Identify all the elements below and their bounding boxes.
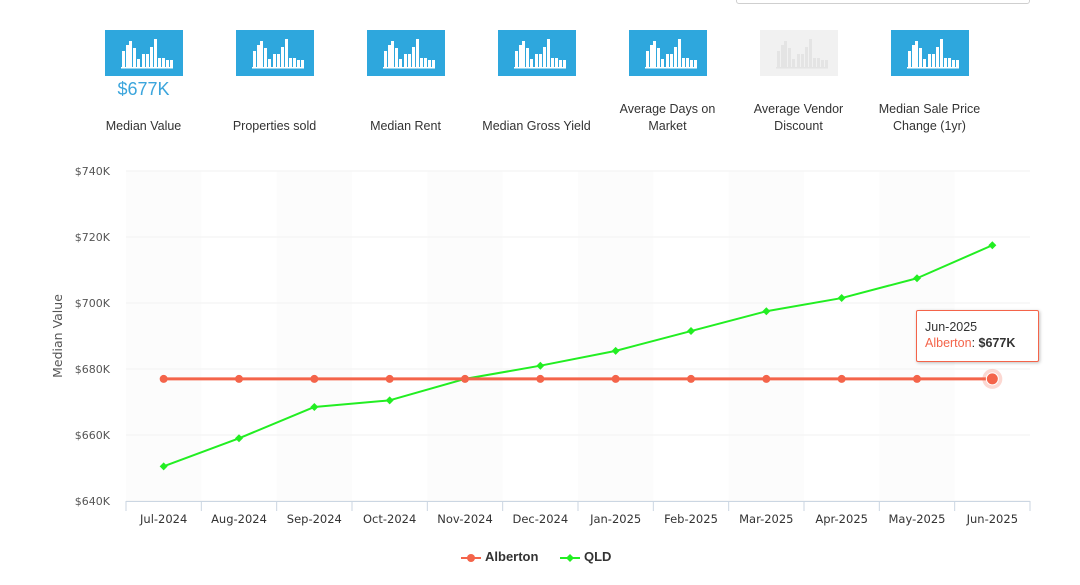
metric-value: $677K [117, 79, 170, 99]
x-tick-label: May-2025 [889, 512, 946, 526]
bar-chart-icon [236, 30, 314, 76]
metric-median-rent[interactable]: Median Rent [340, 30, 471, 140]
data-point-alberton[interactable] [837, 374, 846, 383]
data-point-qld[interactable] [762, 307, 771, 316]
tooltip-value: $677K [978, 336, 1016, 350]
x-tick-label: Jul-2024 [139, 512, 187, 526]
bar-chart-icon [760, 30, 838, 76]
bar-chart-icon [105, 30, 183, 76]
plot-band [276, 171, 352, 501]
x-tick-label: Nov-2024 [437, 512, 493, 526]
data-point-alberton[interactable] [913, 374, 921, 383]
data-point-qld[interactable] [310, 402, 319, 411]
data-point-alberton[interactable] [159, 374, 168, 383]
legend-marker-icon [560, 551, 580, 563]
plot-band [427, 171, 503, 501]
data-point-qld[interactable] [536, 361, 545, 370]
x-tick-label: Dec-2024 [512, 512, 568, 526]
data-point-qld[interactable] [687, 327, 695, 336]
metric-median-gross-yield[interactable]: Median Gross Yield [471, 30, 602, 140]
bar-chart-icon [498, 30, 576, 76]
plot-band [728, 171, 804, 501]
x-tick-label: Jan-2025 [589, 512, 641, 526]
data-point-qld[interactable] [235, 434, 243, 443]
legend-marker-icon [461, 551, 481, 563]
y-tick-label: $680K [75, 363, 111, 376]
metric-average-vendor-discount[interactable]: Average Vendor Discount [733, 30, 864, 140]
x-tick-label: Jun-2025 [966, 512, 1018, 526]
series-line-qld [163, 244, 993, 468]
metric-label: Median Gross Yield [482, 119, 591, 133]
x-tick-label: Aug-2024 [211, 512, 267, 526]
legend-label: QLD [584, 549, 612, 564]
line-chart: $640K $660K $680K $700K $720K $740K Jul-2024 Au… [50, 165, 1031, 526]
data-point-alberton[interactable] [461, 374, 469, 383]
plot-band [126, 171, 202, 501]
data-point-alberton[interactable] [385, 374, 394, 383]
metric-selector: $677K Median Value Properties sold Median R… [78, 30, 995, 140]
legend-label: Alberton [485, 549, 539, 564]
data-point-qld[interactable] [159, 462, 168, 471]
plot-band [578, 171, 654, 501]
metric-properties-sold[interactable]: Properties sold [209, 30, 340, 140]
data-point-alberton[interactable] [310, 374, 319, 383]
y-tick-label: $700K [75, 297, 111, 310]
data-point-alberton[interactable] [611, 374, 620, 383]
metric-label: Properties sold [232, 119, 317, 133]
metric-median-sale-price-change-1yr[interactable]: Median Sale Price Change (1yr) [864, 30, 995, 140]
metric-label: Average Vendor Discount [753, 102, 844, 133]
chart-tooltip: Jun-2025 Alberton: $677K [916, 310, 1039, 362]
metric-label: Median Value [105, 119, 182, 133]
x-tick-label: Oct-2024 [363, 512, 416, 526]
bar-chart-icon [629, 30, 707, 76]
data-point-qld[interactable] [837, 294, 846, 303]
y-tick-label: $740K [75, 165, 111, 178]
tooltip-line: Alberton: $677K [925, 336, 1015, 350]
data-point-alberton[interactable] [985, 372, 999, 386]
data-point-qld[interactable] [988, 241, 997, 250]
y-tick-label: $660K [75, 429, 111, 442]
metric-median-value[interactable]: $677K Median Value [78, 30, 209, 140]
data-point-qld[interactable] [913, 274, 921, 283]
bar-chart-icon [367, 30, 445, 76]
x-tick-label: Feb-2025 [664, 512, 718, 526]
data-point-alberton[interactable] [762, 374, 771, 383]
chart-legend: Alberton QLD [0, 548, 1080, 568]
x-tick-label: Mar-2025 [739, 512, 793, 526]
data-point-qld[interactable] [611, 346, 620, 355]
bar-chart-icon [891, 30, 969, 76]
metric-label: Median Rent [370, 119, 441, 133]
search-box[interactable] [736, 0, 1030, 4]
metric-average-days-on-market[interactable]: Average Days on Market [602, 30, 733, 140]
tooltip-series: Alberton [925, 336, 972, 350]
tooltip-date: Jun-2025 [925, 320, 978, 334]
chart-area: $640K $660K $680K $700K $720K $740K Jul-2024 Au… [0, 150, 1080, 580]
y-axis-title: Median Value [50, 294, 65, 378]
data-point-alberton[interactable] [687, 374, 695, 383]
y-tick-label: $720K [75, 231, 111, 244]
data-point-alberton[interactable] [536, 374, 545, 383]
x-tick-label: Sep-2024 [287, 512, 342, 526]
data-point-alberton[interactable] [235, 374, 243, 383]
metric-label: Median Sale Price Change (1yr) [878, 102, 981, 133]
x-tick-label: Apr-2025 [815, 512, 868, 526]
metric-label: Average Days on Market [619, 102, 716, 133]
data-point-qld[interactable] [385, 396, 394, 405]
y-tick-label: $640K [75, 495, 111, 508]
tooltip-sep: : [971, 336, 979, 350]
